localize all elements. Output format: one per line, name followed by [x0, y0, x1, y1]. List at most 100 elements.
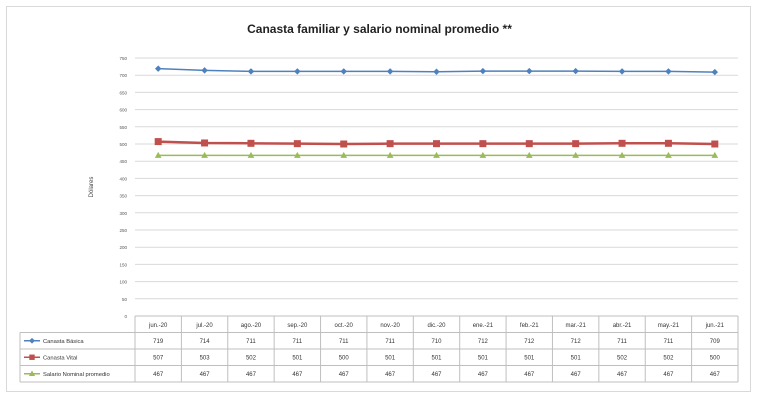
- y-tick-label: 350: [119, 194, 127, 199]
- data-point: [526, 67, 533, 75]
- data-point: [29, 354, 35, 360]
- data-label: 467: [292, 372, 303, 378]
- data-point: [340, 68, 347, 75]
- data-label: 501: [524, 356, 535, 362]
- data-label: 711: [664, 339, 674, 345]
- data-point: [293, 140, 301, 148]
- data-point: [247, 68, 255, 75]
- data-point: [572, 140, 580, 148]
- data-point: [386, 151, 394, 158]
- x-tick-label: may.-21: [658, 323, 680, 329]
- y-tick-label: 300: [119, 211, 127, 216]
- data-point: [711, 140, 719, 148]
- data-label: 501: [292, 356, 303, 362]
- data-label: 711: [617, 339, 627, 345]
- data-label: 467: [478, 372, 489, 378]
- data-label: 467: [617, 372, 628, 378]
- x-tick-label: dic.-20: [427, 323, 446, 329]
- data-label: 711: [339, 339, 349, 345]
- data-label: 501: [571, 356, 582, 362]
- data-point: [572, 151, 580, 158]
- data-label: 501: [385, 356, 396, 362]
- data-point: [479, 140, 487, 148]
- data-label: 467: [431, 372, 442, 378]
- y-tick-label: 0: [124, 314, 127, 319]
- data-label: 711: [246, 339, 256, 345]
- data-label: 710: [431, 339, 442, 345]
- data-point: [201, 151, 208, 158]
- data-point: [433, 151, 440, 158]
- data-label: 712: [524, 339, 535, 345]
- data-point: [154, 65, 162, 72]
- data-point: [572, 67, 579, 75]
- data-label: 467: [571, 372, 582, 378]
- data-point: [711, 68, 719, 76]
- data-point: [154, 151, 162, 158]
- chart-frame: [6, 6, 751, 392]
- data-label: 709: [710, 339, 721, 345]
- data-label: 467: [153, 372, 164, 378]
- data-point: [340, 140, 348, 148]
- data-label: 502: [246, 356, 257, 362]
- data-point: [201, 67, 208, 74]
- data-label: 719: [153, 339, 164, 345]
- y-axis-label: Dólares: [89, 177, 95, 198]
- y-tick-label: 550: [119, 125, 127, 130]
- data-point: [247, 151, 255, 158]
- data-label: 467: [339, 372, 350, 378]
- data-point: [293, 151, 301, 158]
- x-tick-label: oct.-20: [335, 323, 354, 329]
- y-tick-label: 200: [119, 245, 127, 250]
- data-point: [433, 68, 440, 75]
- data-label: 712: [478, 339, 489, 345]
- x-tick-label: nov.-20: [380, 323, 400, 329]
- y-tick-label: 50: [122, 297, 128, 302]
- x-tick-label: abr.-21: [613, 323, 632, 329]
- data-point: [479, 67, 487, 75]
- data-label: 467: [710, 372, 721, 378]
- data-point: [664, 139, 672, 147]
- y-tick-label: 650: [119, 90, 127, 95]
- y-tick-label: 400: [119, 176, 127, 181]
- data-label: 502: [663, 356, 674, 362]
- data-label: 502: [617, 356, 628, 362]
- y-tick-label: 600: [119, 108, 127, 113]
- y-tick-label: 100: [119, 280, 127, 285]
- chart-title: Canasta familiar y salario nominal prome…: [247, 22, 512, 36]
- legend-label: Salario Nominal promedio: [43, 372, 110, 378]
- data-label: 500: [339, 356, 350, 362]
- y-tick-label: 150: [119, 262, 127, 267]
- data-point: [618, 68, 626, 75]
- x-tick-label: jun.-21: [705, 323, 725, 329]
- data-label: 711: [385, 339, 395, 345]
- x-tick-label: feb.-21: [520, 323, 539, 329]
- data-label: 712: [571, 339, 582, 345]
- data-point: [525, 140, 533, 148]
- y-tick-label: 450: [119, 159, 127, 164]
- legend-label: Canasta Básica: [43, 339, 84, 345]
- data-point: [386, 140, 394, 148]
- y-tick-label: 250: [119, 228, 127, 233]
- data-label: 501: [478, 356, 489, 362]
- data-label: 503: [200, 356, 211, 362]
- data-label: 467: [385, 372, 396, 378]
- data-label: 507: [153, 356, 164, 362]
- data-label: 467: [200, 372, 211, 378]
- x-tick-label: mar.-21: [565, 323, 586, 329]
- data-point: [479, 151, 487, 158]
- x-tick-label: ene.-21: [473, 323, 494, 329]
- data-point: [433, 140, 440, 148]
- data-point: [618, 139, 626, 147]
- data-point: [340, 151, 348, 158]
- data-label: 467: [663, 372, 674, 378]
- legend-label: Canasta Vital: [43, 356, 77, 362]
- data-point: [386, 68, 394, 75]
- y-tick-label: 700: [119, 73, 127, 78]
- y-tick-label: 500: [119, 142, 127, 147]
- data-label: 714: [200, 339, 211, 345]
- data-point: [525, 151, 533, 158]
- data-point: [247, 139, 255, 147]
- data-point: [711, 151, 719, 158]
- data-point: [665, 151, 672, 158]
